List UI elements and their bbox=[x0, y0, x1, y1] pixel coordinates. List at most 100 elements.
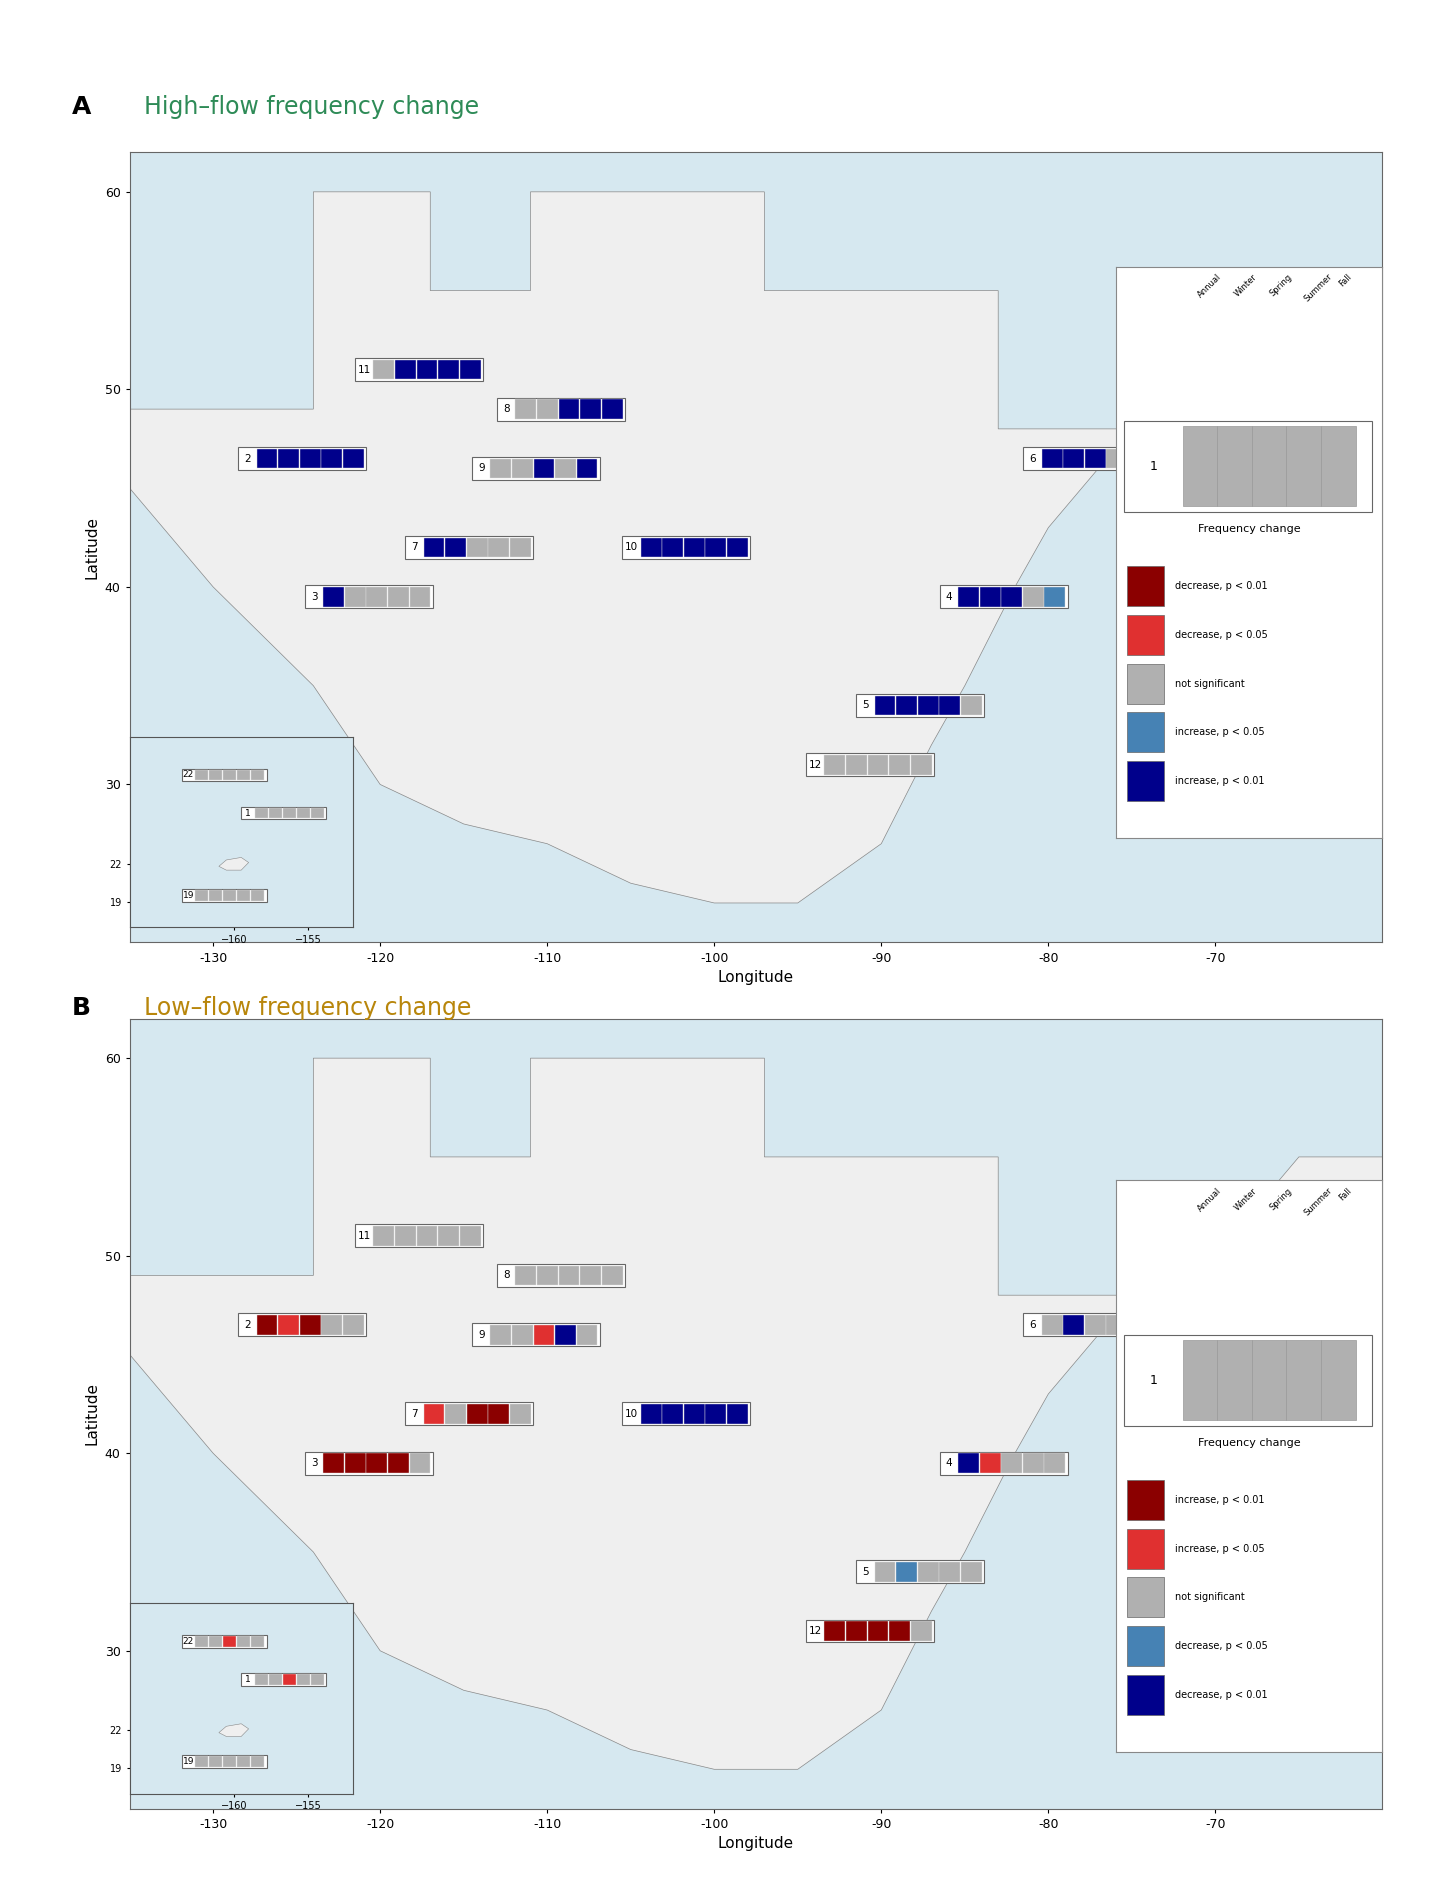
Bar bbox=[321, 449, 343, 468]
Text: Summer: Summer bbox=[1303, 272, 1333, 305]
Bar bbox=[356, 358, 484, 381]
Bar bbox=[405, 1401, 533, 1426]
Bar bbox=[847, 1620, 867, 1641]
Bar bbox=[209, 769, 222, 781]
Text: 6: 6 bbox=[1030, 1319, 1035, 1329]
Text: Annual: Annual bbox=[1197, 272, 1223, 299]
Text: Annual: Annual bbox=[1197, 1186, 1223, 1213]
Bar bbox=[300, 449, 321, 468]
Bar bbox=[1182, 1340, 1217, 1420]
Bar bbox=[409, 586, 431, 607]
Text: 9: 9 bbox=[478, 1329, 484, 1340]
Bar bbox=[1126, 1529, 1164, 1569]
Bar bbox=[516, 400, 536, 419]
Bar bbox=[472, 1323, 600, 1346]
Bar bbox=[416, 360, 438, 379]
Bar bbox=[580, 400, 600, 419]
Bar bbox=[300, 1316, 321, 1335]
Bar bbox=[269, 807, 282, 819]
Bar bbox=[554, 1325, 576, 1344]
Text: 11: 11 bbox=[357, 1230, 372, 1241]
Bar bbox=[238, 889, 251, 901]
Bar bbox=[1128, 449, 1149, 468]
Bar bbox=[1286, 426, 1320, 506]
Bar bbox=[706, 1403, 726, 1424]
Bar bbox=[917, 1561, 939, 1582]
Bar bbox=[867, 754, 888, 775]
Bar bbox=[305, 585, 433, 607]
Text: Winter: Winter bbox=[1233, 1186, 1260, 1213]
Bar bbox=[1106, 449, 1128, 468]
Bar bbox=[194, 1755, 209, 1767]
Bar bbox=[297, 1674, 310, 1685]
Bar bbox=[896, 1561, 917, 1582]
Bar bbox=[438, 1226, 459, 1245]
Bar bbox=[282, 807, 297, 819]
Text: 5: 5 bbox=[863, 701, 868, 710]
Bar bbox=[1125, 421, 1372, 512]
Bar bbox=[662, 537, 683, 558]
Bar bbox=[282, 1674, 297, 1685]
Bar bbox=[238, 1755, 251, 1767]
Text: 22: 22 bbox=[183, 771, 194, 779]
Bar bbox=[917, 695, 939, 716]
Bar bbox=[537, 400, 557, 419]
Text: 5: 5 bbox=[863, 1567, 868, 1577]
Y-axis label: Latitude: Latitude bbox=[84, 1382, 99, 1445]
Bar bbox=[510, 537, 531, 558]
Text: 4: 4 bbox=[946, 1458, 952, 1468]
Bar bbox=[240, 807, 327, 819]
Text: decrease, p < 0.01: decrease, p < 0.01 bbox=[1175, 1689, 1267, 1700]
Bar bbox=[251, 769, 265, 781]
Bar bbox=[405, 535, 533, 560]
Bar bbox=[1128, 1316, 1149, 1335]
Bar bbox=[910, 754, 932, 775]
Bar bbox=[537, 1266, 557, 1285]
Bar bbox=[806, 1620, 935, 1643]
Bar bbox=[416, 1226, 438, 1245]
Bar bbox=[1001, 1453, 1022, 1474]
Bar bbox=[940, 585, 1068, 607]
Bar bbox=[438, 360, 459, 379]
Bar bbox=[297, 807, 310, 819]
Bar bbox=[395, 1226, 416, 1245]
Bar bbox=[445, 1403, 467, 1424]
Text: increase, p < 0.05: increase, p < 0.05 bbox=[1175, 1544, 1264, 1554]
Bar bbox=[533, 1325, 554, 1344]
Bar bbox=[194, 889, 209, 901]
Text: 3: 3 bbox=[311, 1458, 317, 1468]
Bar bbox=[1084, 449, 1106, 468]
Bar bbox=[238, 769, 251, 781]
Bar bbox=[366, 1453, 387, 1474]
Bar bbox=[1063, 449, 1084, 468]
Bar bbox=[255, 807, 268, 819]
Text: increase, p < 0.01: increase, p < 0.01 bbox=[1175, 1495, 1264, 1506]
Polygon shape bbox=[130, 1059, 1382, 1809]
Bar bbox=[1106, 1316, 1128, 1335]
Bar bbox=[1217, 426, 1251, 506]
Text: 1: 1 bbox=[1149, 1375, 1158, 1386]
Text: Low–flow frequency change: Low–flow frequency change bbox=[144, 996, 471, 1021]
Bar bbox=[960, 1561, 982, 1582]
Bar bbox=[1126, 567, 1164, 605]
Text: 10: 10 bbox=[625, 1409, 638, 1418]
Bar bbox=[1126, 1577, 1164, 1618]
Bar bbox=[423, 1403, 445, 1424]
Bar bbox=[395, 360, 416, 379]
Bar bbox=[580, 1266, 600, 1285]
Text: Winter: Winter bbox=[1233, 272, 1260, 299]
Bar bbox=[602, 400, 622, 419]
Bar bbox=[806, 754, 935, 777]
Bar bbox=[727, 1403, 747, 1424]
Bar bbox=[346, 586, 366, 607]
Bar bbox=[497, 398, 625, 421]
Bar bbox=[472, 457, 600, 480]
Bar bbox=[1251, 426, 1286, 506]
Bar bbox=[1022, 586, 1044, 607]
Bar bbox=[958, 586, 979, 607]
Text: 11: 11 bbox=[357, 364, 372, 375]
Bar bbox=[1320, 1340, 1356, 1420]
Bar bbox=[311, 1674, 324, 1685]
Text: decrease, p < 0.01: decrease, p < 0.01 bbox=[1175, 581, 1267, 592]
Bar bbox=[209, 889, 222, 901]
